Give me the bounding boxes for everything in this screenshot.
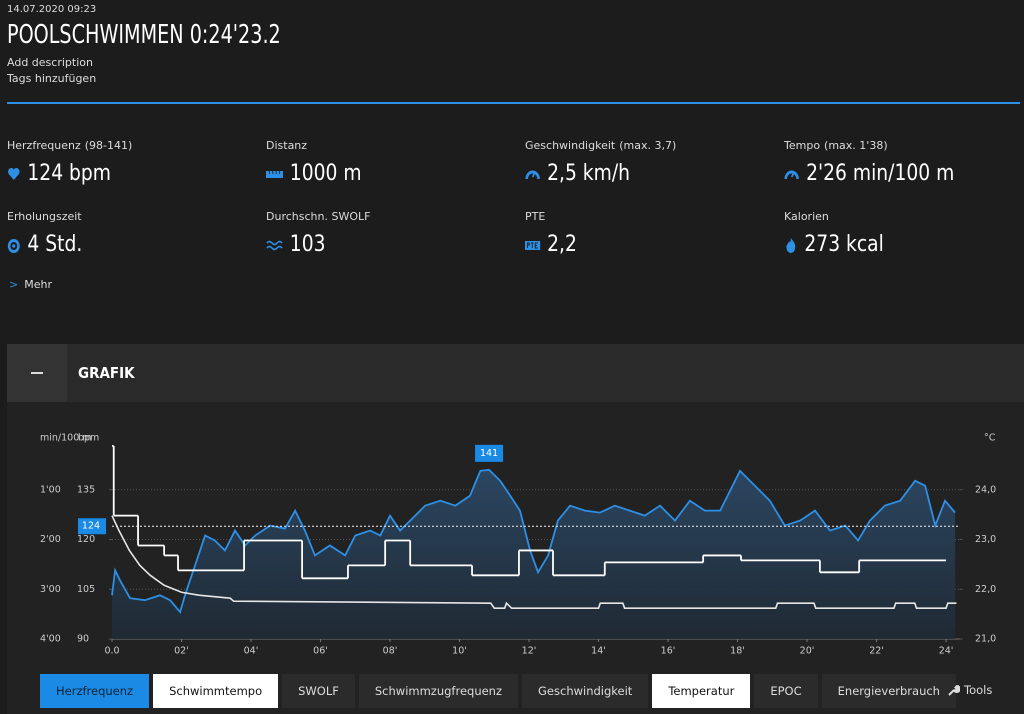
tab-bar: Herzfrequenz Schwimmtempo SWOLF Schwimmzugf…: [40, 674, 956, 708]
x-tick-label: 06': [313, 646, 328, 657]
tab[interactable]: Temperatur: [652, 674, 751, 708]
stat-label: Herzfrequenz (98-141): [7, 139, 133, 152]
series-line: [111, 468, 956, 615]
swolf-icon: [266, 240, 283, 250]
header-rule: [7, 102, 1020, 104]
max-badge: [475, 444, 504, 462]
x-tick-label: 16': [661, 646, 676, 657]
y2-tick-label: 22,0: [975, 584, 996, 595]
y2-axis-label: °C: [984, 433, 996, 444]
stat-value: 2,5 km/h: [525, 161, 630, 186]
x-tick-label: 18': [730, 646, 745, 657]
speed-icon: [525, 170, 540, 179]
series-line: [111, 515, 957, 609]
stat-value: 4 Std.: [7, 232, 82, 257]
stat-label: Geschwindigkeit (max. 3,7): [525, 139, 677, 152]
chart: min/100 m bpm °C 135 120 105 90 1'00 2'00 3'00…: [40, 433, 996, 657]
wrench-icon: [948, 684, 960, 696]
collapse-button[interactable]: [7, 344, 67, 402]
x-tick-label: 22': [869, 646, 884, 657]
tools-button[interactable]: Tools: [948, 683, 992, 697]
x-tick-label: 08': [383, 646, 398, 657]
add-tags[interactable]: Tags hinzufügen: [7, 72, 97, 85]
x-tick-label: 0.0: [104, 646, 119, 657]
activity-date: 14.07.2020 09:23: [7, 4, 97, 15]
add-description[interactable]: Add description: [7, 56, 93, 69]
stat-value: 2,2: [525, 232, 577, 257]
y-axis-label: bpm: [78, 433, 99, 444]
stat-label: Durchschn. SWOLF: [266, 210, 371, 223]
average-badge: [78, 518, 106, 535]
ruler-icon: [266, 170, 283, 178]
y2-tick-label: 21,0: [975, 634, 996, 645]
tab[interactable]: SWOLF: [282, 674, 355, 708]
stat-value: 2'26 min/100 m: [784, 161, 954, 186]
y3-tick-label: 1'00: [40, 484, 61, 495]
more-link[interactable]: > Mehr: [9, 278, 52, 291]
x-tick-label: 20': [800, 646, 815, 657]
y-tick-label: 120: [77, 534, 95, 545]
max-label: 141: [480, 448, 498, 459]
stat-label: Erholungszeit: [7, 210, 82, 223]
y2-tick-label: 23,0: [975, 534, 996, 545]
tab[interactable]: Schwimmzugfrequenz: [358, 674, 519, 708]
tempo-icon: [784, 170, 799, 179]
tab[interactable]: EPOC: [754, 674, 818, 708]
stat-label: Distanz: [266, 139, 308, 152]
x-tick-label: 10': [452, 646, 467, 657]
recovery-icon: [7, 238, 20, 253]
x-tick-label: 14': [591, 646, 606, 657]
tab[interactable]: Geschwindigkeit: [522, 674, 649, 708]
y3-axis-label: min/100 m: [40, 433, 92, 444]
panel-header: [7, 344, 1024, 402]
heart-rate-area: [112, 469, 956, 639]
pte-icon: [525, 240, 541, 250]
activity-title: POOLSCHWIMMEN 0:24'23.2: [7, 20, 281, 50]
y-tick-label: 90: [77, 634, 89, 645]
tab[interactable]: Schwimmtempo: [153, 674, 279, 708]
tab[interactable]: Energieverbrauch: [821, 674, 956, 708]
y3-tick-label: 2'00: [40, 534, 61, 545]
stat-value: 103: [266, 232, 326, 257]
x-tick-label: 24': [939, 646, 954, 657]
stat-label: PTE: [525, 210, 546, 223]
stat-value: 124 bpm: [7, 161, 111, 186]
stat-label: Tempo (max. 1'38): [784, 139, 888, 152]
y-tick-label: 105: [77, 584, 95, 595]
tab[interactable]: Herzfrequenz: [40, 674, 150, 708]
heart-icon: [8, 167, 20, 180]
x-tick-label: 02': [174, 646, 189, 657]
y2-tick-label: 24,0: [975, 484, 996, 495]
panel-title: GRAFIK: [78, 364, 135, 382]
y3-tick-label: 3'00: [40, 584, 61, 595]
x-tick-label: 04': [244, 646, 259, 657]
calories-icon: [786, 237, 796, 253]
average-label: 124: [82, 521, 100, 532]
y-tick-label: 135: [77, 484, 95, 495]
stat-value: 273 kcal: [784, 232, 884, 257]
stat-label: Kalorien: [784, 210, 829, 223]
y3-tick-label: 4'00: [40, 634, 61, 645]
x-tick-label: 12': [522, 646, 537, 657]
stat-value: 1000 m: [266, 161, 362, 186]
